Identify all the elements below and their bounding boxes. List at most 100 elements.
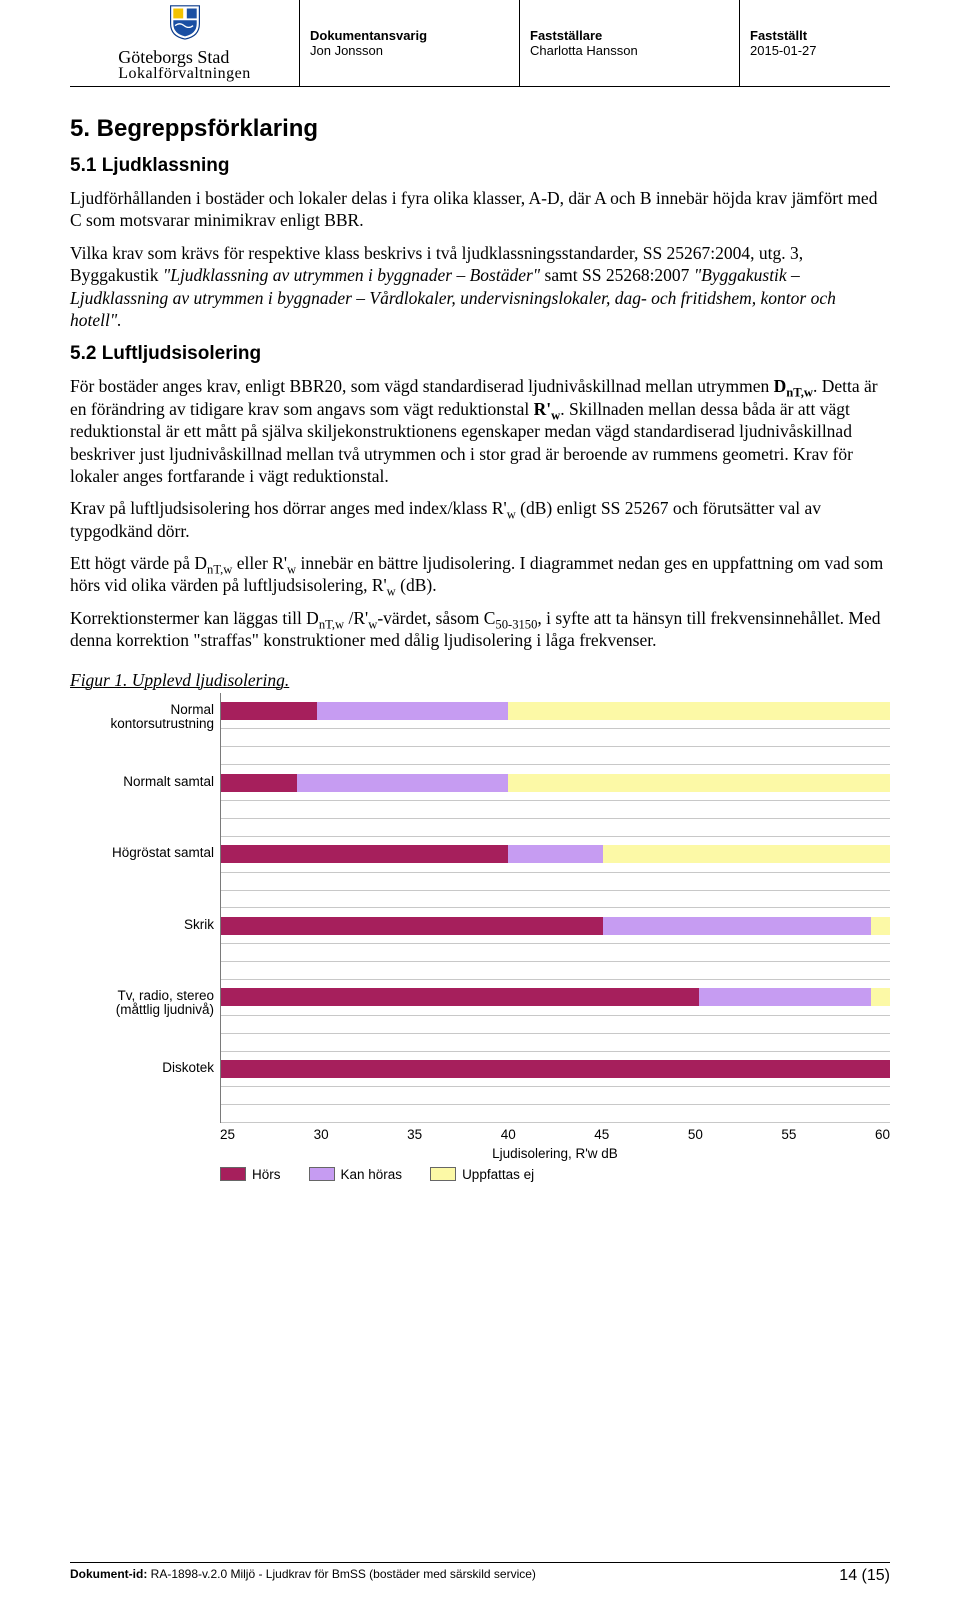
gridline xyxy=(221,961,890,962)
footer: Dokument-id: RA-1898-v.2.0 Miljö - Ljudk… xyxy=(70,1562,890,1585)
logo-line2: Lokalförvaltningen xyxy=(118,66,251,82)
chart-legend: Hörs Kan höras Uppfattas ej xyxy=(220,1167,890,1182)
chart-xlabel: Ljudisolering, R'w dB xyxy=(220,1146,890,1161)
chart-bar-segment xyxy=(221,988,699,1006)
text: För bostäder anges krav, enligt BBR20, s… xyxy=(70,376,774,396)
chart-bar-segment xyxy=(317,702,508,720)
chart-xtick: 60 xyxy=(875,1127,890,1142)
header-value: 2015-01-27 xyxy=(750,43,880,58)
chart-plot xyxy=(220,693,890,1123)
text: Krav på luftljudsisolering hos dörrar an… xyxy=(70,498,507,518)
section52-title: 5.2 Luftljudsisolering xyxy=(70,343,890,365)
logo-cell: Göteborgs Stad Lokalförvaltningen xyxy=(70,0,300,86)
gridline xyxy=(221,800,890,801)
chart-bar xyxy=(221,774,890,792)
header-label: Fastställare xyxy=(530,28,729,43)
text: /R' xyxy=(344,608,368,628)
chart-bar-segment xyxy=(508,845,604,863)
chart-bar-segment xyxy=(603,845,890,863)
chart-xtick: 35 xyxy=(407,1127,422,1142)
section5-title: 5. Begreppsförklaring xyxy=(70,115,890,143)
figure-caption: Figur 1. Upplevd ljudisolering. xyxy=(70,670,890,691)
header-cell-ansvarig: Dokumentansvarig Jon Jonsson xyxy=(300,0,520,86)
chart-category-label: Tv, radio, stereo(måttlig ljudnivå) xyxy=(64,989,214,1019)
chart-xticks: 2530354045505560 xyxy=(220,1127,890,1142)
section51-p1: Ljudförhållanden i bostäder och lokaler … xyxy=(70,187,890,232)
gridline xyxy=(221,1033,890,1034)
chart-xtick: 50 xyxy=(688,1127,703,1142)
chart-bar-segment xyxy=(297,774,507,792)
gridline xyxy=(221,979,890,980)
legend-item: Uppfattas ej xyxy=(430,1167,534,1182)
text: eller R' xyxy=(232,553,287,573)
gridline xyxy=(221,1051,890,1052)
header-label: Dokumentansvarig xyxy=(310,28,509,43)
text: Korrektionstermer kan läggas till D xyxy=(70,608,319,628)
footer-page: 14 (15) xyxy=(839,1567,890,1585)
gridline xyxy=(221,764,890,765)
text-sub: w xyxy=(387,585,396,599)
section51-p2: Vilka krav som krävs för respektive klas… xyxy=(70,242,890,332)
legend-swatch xyxy=(430,1167,456,1181)
gridline xyxy=(221,746,890,747)
chart-bar-segment xyxy=(508,774,890,792)
chart: NormalkontorsutrustningNormalt samtalHög… xyxy=(70,693,890,1182)
gridline xyxy=(221,818,890,819)
gridline xyxy=(221,872,890,873)
section52-p4: Korrektionstermer kan läggas till DnT,w … xyxy=(70,607,890,652)
text: RA-1898-v.2.0 Miljö - Ljudkrav för BmSS … xyxy=(147,1567,536,1581)
legend-swatch xyxy=(309,1167,335,1181)
chart-category-label: Högröstat samtal xyxy=(64,846,214,861)
chart-category-label: Skrik xyxy=(64,918,214,933)
chart-bar-segment xyxy=(221,845,508,863)
text: samt SS 25268:2007 xyxy=(540,265,694,285)
section52-p1: För bostäder anges krav, enligt BBR20, s… xyxy=(70,375,890,487)
chart-xtick: 40 xyxy=(501,1127,516,1142)
chart-xtick: 30 xyxy=(314,1127,329,1142)
chart-bar-segment xyxy=(508,702,890,720)
legend-label: Hörs xyxy=(252,1167,281,1182)
header-cell-faststallt: Fastställt 2015-01-27 xyxy=(740,0,890,86)
chart-bar xyxy=(221,988,890,1006)
chart-bar-segment xyxy=(699,988,871,1006)
chart-category-label: Normalt samtal xyxy=(64,775,214,790)
chart-bar-segment xyxy=(221,917,603,935)
header-label: Fastställt xyxy=(750,28,880,43)
chart-bar xyxy=(221,845,890,863)
text: Ljudisolering, R'w dB xyxy=(492,1146,618,1161)
gridline xyxy=(221,728,890,729)
gridline xyxy=(221,907,890,908)
header-cell-faststallare: Fastställare Charlotta Hansson xyxy=(520,0,740,86)
logo-text: Göteborgs Stad Lokalförvaltningen xyxy=(118,48,251,82)
chart-bar xyxy=(221,1060,890,1078)
chart-category-label: Diskotek xyxy=(64,1061,214,1076)
gridline xyxy=(221,890,890,891)
chart-xtick: 55 xyxy=(781,1127,796,1142)
legend-item: Kan höras xyxy=(309,1167,403,1182)
text-sub: nT,w xyxy=(786,386,813,400)
header-value: Charlotta Hansson xyxy=(530,43,729,58)
text-italic: "Ljudklassning av utrymmen i byggnader –… xyxy=(163,265,540,285)
gridline xyxy=(221,943,890,944)
gridline xyxy=(221,1104,890,1105)
gridline xyxy=(221,1122,890,1123)
chart-bar-segment xyxy=(871,988,890,1006)
text-bold: Dokument-id: xyxy=(70,1567,147,1581)
gridline xyxy=(221,1086,890,1087)
chart-xtick: 45 xyxy=(594,1127,609,1142)
section52-p2: Krav på luftljudsisolering hos dörrar an… xyxy=(70,497,890,542)
gridline xyxy=(221,1015,890,1016)
city-shield-icon xyxy=(167,4,203,40)
text-bold: D xyxy=(774,376,787,396)
chart-bar-segment xyxy=(221,702,317,720)
text-sub: w xyxy=(507,508,516,522)
text: Ett högt värde på D xyxy=(70,553,207,573)
text-bold: R' xyxy=(534,399,552,419)
text: -värdet, såsom C xyxy=(377,608,495,628)
footer-docid: Dokument-id: RA-1898-v.2.0 Miljö - Ljudk… xyxy=(70,1567,536,1585)
doc-header: Göteborgs Stad Lokalförvaltningen Dokume… xyxy=(70,0,890,87)
chart-bar-segment xyxy=(871,917,890,935)
logo-line1: Göteborgs Stad xyxy=(118,48,251,66)
chart-bar-segment xyxy=(603,917,871,935)
chart-bar xyxy=(221,702,890,720)
